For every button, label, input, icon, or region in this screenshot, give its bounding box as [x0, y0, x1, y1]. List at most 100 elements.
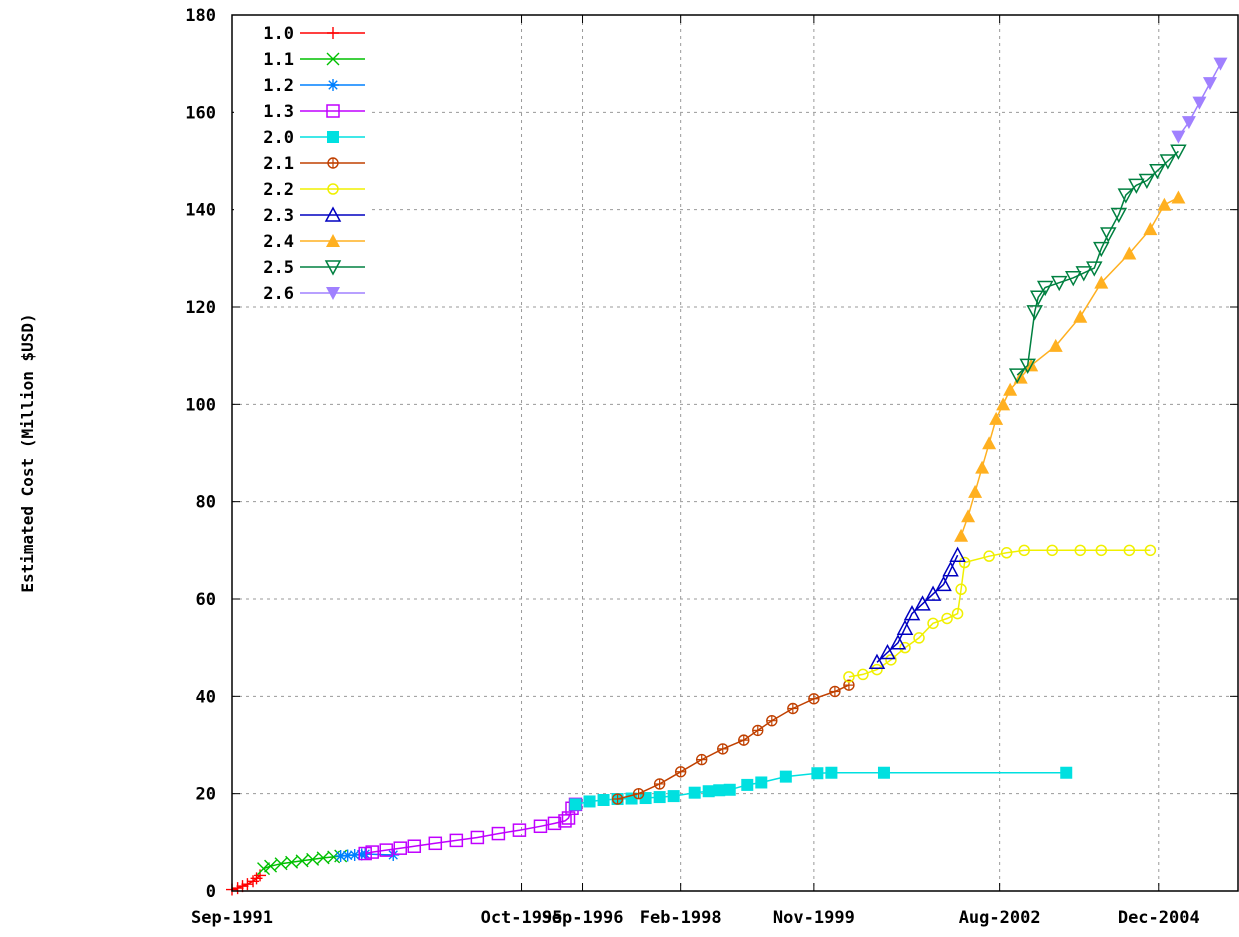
data-point [547, 816, 562, 831]
data-point [989, 411, 1004, 425]
data-point [449, 833, 464, 848]
data-point [829, 686, 840, 697]
data-point [379, 843, 393, 857]
data-point [1086, 261, 1103, 277]
data-point [1046, 544, 1058, 557]
data-point [688, 786, 701, 799]
data-point [491, 826, 506, 841]
data-point [558, 814, 572, 828]
data-point [365, 845, 379, 859]
data-point [1181, 116, 1196, 130]
data-point [470, 830, 485, 845]
data-point [1138, 173, 1156, 190]
data-point [808, 693, 819, 704]
data-point [316, 851, 330, 865]
data-point [1019, 358, 1036, 374]
data-point [1018, 544, 1030, 557]
data-point [231, 882, 244, 895]
data-point [327, 27, 339, 39]
data-point [1122, 246, 1137, 260]
legend-item: 2.1 [263, 154, 365, 174]
data-point [1073, 309, 1088, 323]
data-point [868, 653, 886, 670]
data-point [285, 855, 299, 869]
data-point [561, 811, 576, 825]
legend-item: 1.1 [263, 50, 365, 70]
data-point [328, 158, 338, 168]
legend-label: 2.2 [263, 180, 294, 200]
data-point [1050, 275, 1068, 292]
data-point [334, 849, 347, 862]
data-point [326, 52, 340, 66]
series-2-0 [569, 766, 1073, 811]
legend-item: 1.3 [263, 102, 365, 122]
data-point [1202, 77, 1217, 91]
data-point [569, 798, 582, 811]
data-point [326, 234, 340, 247]
data-point [1143, 222, 1158, 236]
data-point [955, 583, 967, 596]
data-point [877, 766, 890, 779]
series-layer [226, 57, 1228, 896]
y-tick-label: 80 [196, 493, 216, 513]
data-point [264, 859, 278, 873]
data-point [533, 819, 548, 834]
data-point [975, 460, 990, 474]
legend-label: 2.5 [263, 258, 294, 278]
data-point [755, 776, 768, 789]
y-tick-label: 160 [185, 103, 216, 123]
series-2-1 [611, 679, 855, 805]
data-point [885, 654, 897, 666]
data-point [1060, 766, 1073, 779]
data-point [1171, 190, 1186, 204]
data-point [326, 104, 340, 118]
data-point [1128, 178, 1145, 194]
data-point [1171, 130, 1186, 144]
data-point [1123, 544, 1136, 557]
data-point [1003, 382, 1018, 396]
data-point [428, 836, 443, 851]
data-point [1029, 290, 1047, 306]
data-point [597, 793, 610, 806]
y-tick-label: 140 [185, 201, 216, 221]
data-point [1093, 241, 1110, 258]
data-point [1157, 197, 1172, 211]
legend-item: 2.6 [263, 284, 365, 304]
data-point [717, 743, 728, 754]
data-point [1094, 275, 1109, 289]
data-point [1074, 544, 1087, 557]
legend-background [234, 17, 369, 305]
data-point [949, 546, 966, 562]
data-point [324, 206, 342, 222]
y-axis: 0 20 40 60 80 100 120 140 160 180 [185, 6, 1238, 902]
data-point [913, 632, 925, 644]
data-point [348, 848, 361, 861]
data-point [1075, 266, 1093, 282]
y-tick-label: 100 [185, 395, 216, 415]
data-point [927, 617, 939, 630]
y-axis-title: Estimated Cost (Million $USD) [18, 313, 37, 592]
data-point [723, 783, 736, 796]
data-point [896, 619, 914, 635]
data-point [1170, 144, 1187, 160]
data-point [941, 612, 953, 625]
data-point [257, 862, 271, 876]
data-point [942, 561, 959, 577]
data-point [407, 839, 422, 853]
data-point [713, 784, 726, 797]
legend-item: 2.5 [263, 258, 365, 278]
data-point [982, 436, 997, 450]
data-point [1095, 544, 1108, 557]
data-point [1159, 154, 1177, 170]
data-point [951, 607, 964, 620]
legend: 1.0 1.1 1.2 1.3 2.0 2.1 2.2 2.3 2.4 2.5 2.6 [234, 17, 369, 305]
series-1-0 [226, 869, 267, 896]
y-tick-label: 60 [196, 590, 216, 610]
series-2-6 [1171, 57, 1228, 144]
data-point [954, 528, 969, 542]
y-tick-label: 120 [185, 298, 216, 318]
x-tick-label: Nov-1999 [773, 908, 855, 928]
x-tick-label: Feb-1998 [640, 908, 722, 928]
